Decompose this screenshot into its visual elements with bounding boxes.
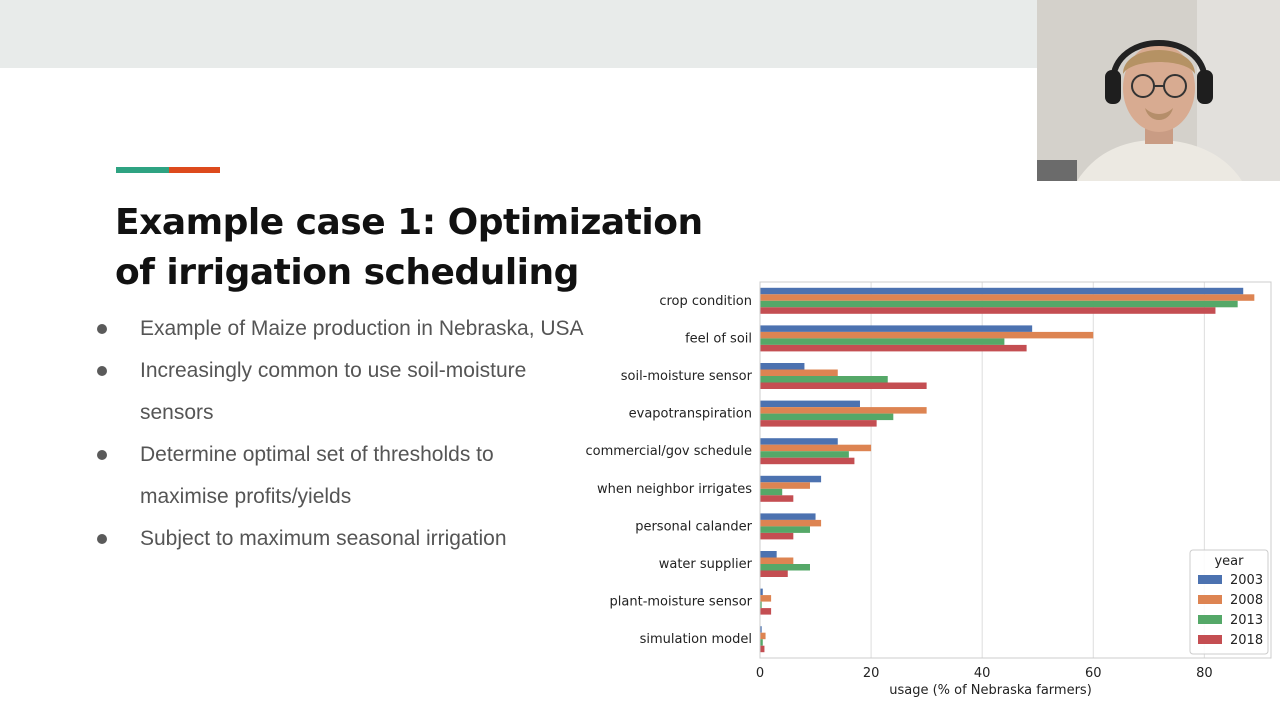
legend-label: 2018 xyxy=(1230,633,1263,648)
category-label: commercial/gov schedule xyxy=(586,444,753,459)
bar-2013 xyxy=(760,526,810,533)
category-label: when neighbor irrigates xyxy=(597,482,752,497)
bar-2013 xyxy=(760,564,810,571)
category-label: feel of soil xyxy=(685,331,752,346)
bar-2013 xyxy=(760,413,894,421)
bar-2003 xyxy=(760,588,763,596)
bar-2013 xyxy=(760,639,763,646)
bullet-text: Increasingly common to use soil-moisture… xyxy=(140,359,527,424)
legend-label: 2013 xyxy=(1230,613,1263,628)
bar-2018 xyxy=(760,420,877,427)
bar-2013 xyxy=(760,338,1005,345)
bullet-text: Determine optimal set of thresholds to m… xyxy=(140,443,494,508)
bar-2018 xyxy=(760,495,794,502)
bullet-item: Increasingly common to use soil-moisture… xyxy=(94,350,584,434)
bar-2008 xyxy=(760,331,1094,339)
bar-2018 xyxy=(760,382,927,389)
category-label: plant-moisture sensor xyxy=(610,595,753,610)
bar-2018 xyxy=(760,532,794,540)
bar-2003 xyxy=(760,287,1244,295)
bar-2003 xyxy=(760,400,860,408)
category-label: water supplier xyxy=(659,557,753,572)
bar-2008 xyxy=(760,294,1255,301)
bar-2008 xyxy=(760,482,810,489)
category-label: crop condition xyxy=(659,294,752,309)
bullet-text: Example of Maize production in Nebraska,… xyxy=(140,317,584,340)
bar-2013 xyxy=(760,488,783,496)
bar-2003 xyxy=(760,475,822,483)
bullet-dot-icon xyxy=(97,450,107,460)
legend-swatch xyxy=(1198,635,1222,644)
accent-bar-teal xyxy=(116,167,169,173)
plot-frame xyxy=(759,281,1272,659)
bar-2013 xyxy=(760,601,762,609)
accent-bar-orange xyxy=(169,167,220,173)
bullet-item: Example of Maize production in Nebraska,… xyxy=(94,308,584,350)
bullet-list: Example of Maize production in Nebraska,… xyxy=(94,308,584,560)
bar-2008 xyxy=(760,369,838,376)
x-tick-label: 40 xyxy=(974,666,991,681)
bar-2018 xyxy=(760,608,772,615)
x-tick-label: 60 xyxy=(1085,666,1102,681)
legend-swatch xyxy=(1198,595,1222,604)
bar-2003 xyxy=(760,513,816,520)
bar-2008 xyxy=(760,444,872,452)
bar-2008 xyxy=(760,557,794,564)
legend-label: 2008 xyxy=(1230,593,1263,608)
bar-2003 xyxy=(760,363,805,370)
x-tick-label: 0 xyxy=(756,666,764,681)
bar-2003 xyxy=(760,551,777,558)
bar-2013 xyxy=(760,451,849,458)
bar-2013 xyxy=(760,376,888,383)
category-label: simulation model xyxy=(640,632,752,647)
bar-2018 xyxy=(760,307,1216,314)
legend-label: 2003 xyxy=(1230,573,1263,588)
axes: 0 20 40 60 80 crop condition feel of soil soil-… xyxy=(586,281,1272,698)
bar-2008 xyxy=(760,407,927,414)
bar-2008 xyxy=(760,595,772,602)
category-label: evapotranspiration xyxy=(629,407,752,422)
bar-2013 xyxy=(760,300,1238,308)
category-label: personal calander xyxy=(635,519,752,534)
title-line-1: Example case 1: Optimization xyxy=(115,202,703,243)
bullet-dot-icon xyxy=(97,366,107,376)
bar-2018 xyxy=(760,457,855,465)
usage-bar-chart: 0 20 40 60 80 crop condition feel of soil soil-… xyxy=(586,281,1272,698)
bar-2003 xyxy=(760,626,762,633)
legend: year 2003 2008 2013 2018 xyxy=(1189,549,1269,655)
presenter-video-icon xyxy=(1037,0,1280,181)
bullet-text: Subject to maximum seasonal irrigation xyxy=(140,527,507,550)
bullet-item: Subject to maximum seasonal irrigation xyxy=(94,518,584,560)
bar-2018 xyxy=(760,570,788,577)
x-axis-label: usage (% of Nebraska farmers) xyxy=(889,683,1092,698)
bullet-item: Determine optimal set of thresholds to m… xyxy=(94,434,584,518)
legend-title: year xyxy=(1214,554,1244,569)
webcam-video xyxy=(1037,0,1280,181)
x-tick-label: 20 xyxy=(863,666,880,681)
category-label: soil-moisture sensor xyxy=(621,369,753,384)
bars xyxy=(760,287,1255,653)
legend-swatch xyxy=(1198,615,1222,624)
bar-2003 xyxy=(760,325,1033,332)
bullet-dot-icon xyxy=(97,534,107,544)
slide-title: Example case 1: Optimization of irrigati… xyxy=(115,198,755,298)
bullet-dot-icon xyxy=(97,324,107,334)
bar-2003 xyxy=(760,438,838,445)
title-line-2: of irrigation scheduling xyxy=(115,252,579,293)
bar-2018 xyxy=(760,344,1027,352)
x-tick-label: 80 xyxy=(1196,666,1213,681)
legend-swatch xyxy=(1198,575,1222,584)
bar-2008 xyxy=(760,632,766,640)
bar-2018 xyxy=(760,645,765,653)
bar-2008 xyxy=(760,519,822,527)
